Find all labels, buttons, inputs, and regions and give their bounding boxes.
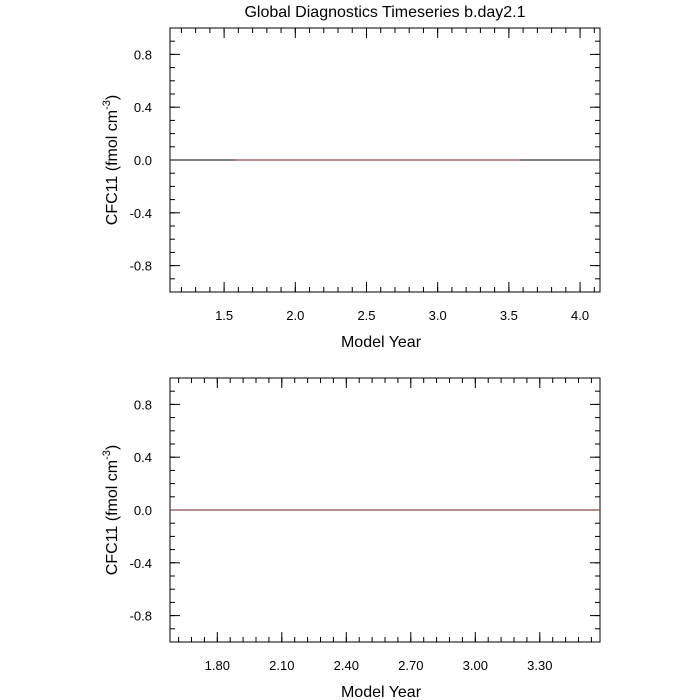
chart-1-x-tick-label: 3.30 bbox=[527, 658, 552, 673]
chart-0-y-axis-label-main: CFC11 (fmol cm bbox=[104, 110, 121, 225]
top-panel: 1.5 2.0 2.5 3.0 3.5 4.0 0.8 0.4 0.0 -0.4 -0.8 Model… bbox=[101, 27, 601, 351]
chart-0-y-tick-label: 0.0 bbox=[134, 153, 152, 168]
chart-0-x-axis-label: Model Year bbox=[341, 334, 422, 351]
chart-0-x-tick-label: 2.0 bbox=[286, 308, 304, 323]
chart-0-x-tick-label: 1.5 bbox=[215, 308, 233, 323]
chart-1-x-tick-label: 3.00 bbox=[463, 658, 488, 673]
chart-title: Global Diagnostics Timeseries b.day2.1 bbox=[244, 4, 525, 21]
chart-1-y-axis-label-close: ) bbox=[104, 445, 121, 450]
chart-1-x-tick-label: 2.40 bbox=[334, 658, 359, 673]
chart-1-y-tick-label: -0.8 bbox=[130, 609, 152, 624]
chart-0-y-tick-label: 0.4 bbox=[134, 100, 152, 115]
chart-1-x-tick-label: 2.70 bbox=[398, 658, 423, 673]
chart-0-y-tick-label: -0.4 bbox=[130, 206, 152, 221]
bottom-panel: 1.80 2.10 2.40 2.70 3.00 3.30 0.8 0.4 0.0 -0.4 -0.… bbox=[101, 377, 601, 700]
chart-0-x-tick-label: 4.0 bbox=[571, 308, 589, 323]
chart-0-y-axis-label-close: ) bbox=[104, 95, 121, 100]
chart-1-x-tick-label: 1.80 bbox=[205, 658, 230, 673]
chart-0-y-tick-label: 0.8 bbox=[134, 47, 152, 62]
chart-1-y-axis-label-main: CFC11 (fmol cm bbox=[104, 460, 121, 575]
chart-0-x-tick-label: 2.5 bbox=[357, 308, 375, 323]
chart-1-x-tick-label: 2.10 bbox=[269, 658, 294, 673]
chart-0-y-tick-label: -0.8 bbox=[130, 259, 152, 274]
chart-0-x-tick-label: 3.0 bbox=[429, 308, 447, 323]
chart-1-y-tick-label: -0.4 bbox=[130, 556, 152, 571]
chart-1-y-tick-label: 0.4 bbox=[134, 450, 152, 465]
chart-1-y-tick-label: 0.8 bbox=[134, 397, 152, 412]
chart-1-y-axis-label: CFC11 (fmol cm-3) bbox=[101, 445, 121, 575]
chart-0-y-axis-label-exponent: -3 bbox=[101, 100, 113, 110]
chart-0-y-axis-label: CFC11 (fmol cm-3) bbox=[101, 95, 121, 225]
chart-1-y-tick-label: 0.0 bbox=[134, 503, 152, 518]
chart-1-y-axis-label-exponent: -3 bbox=[101, 450, 113, 460]
chart-0-x-tick-label: 3.5 bbox=[500, 308, 518, 323]
chart-1-x-axis-label: Model Year bbox=[341, 684, 422, 700]
